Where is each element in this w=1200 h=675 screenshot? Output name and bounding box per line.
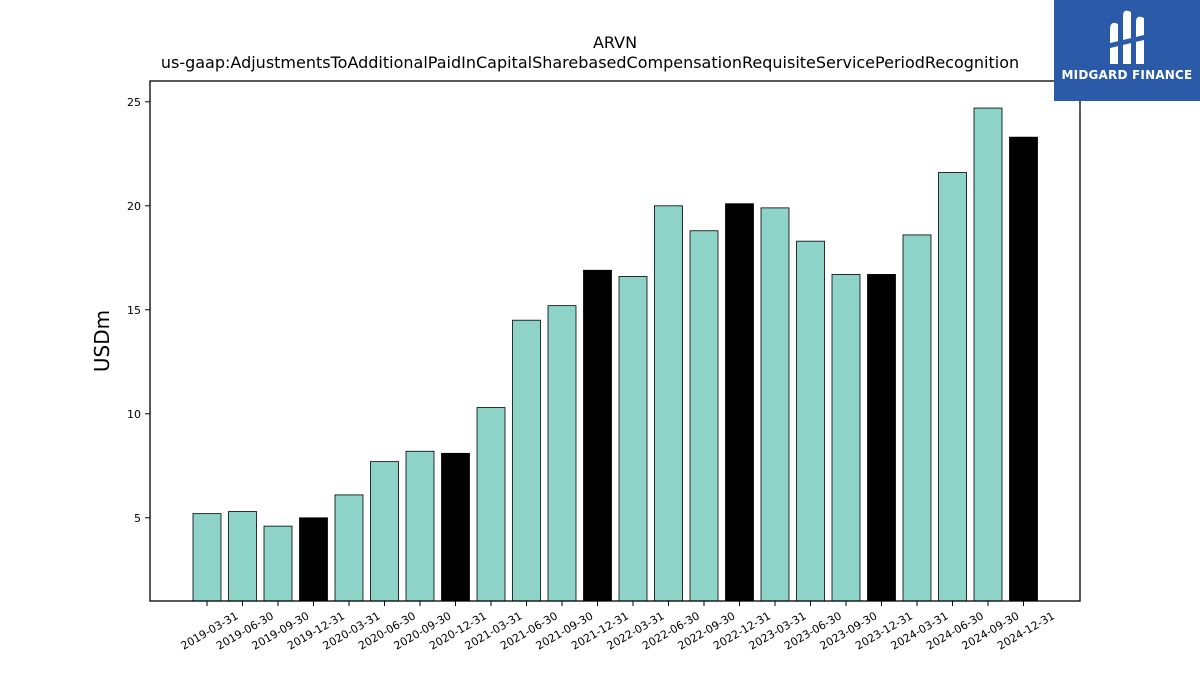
bar [760, 207, 790, 602]
bar [1009, 136, 1038, 602]
bar [938, 172, 967, 602]
bar [902, 234, 932, 602]
y-axis-label: USDm [90, 310, 114, 372]
bar-group [192, 107, 1038, 602]
bar [796, 240, 825, 602]
bar [405, 450, 435, 602]
bar [299, 517, 328, 602]
x-axis: 2019-03-312019-06-302019-09-302019-12-31… [179, 601, 1057, 653]
chart-subtitle: us-gaap:AdjustmentsToAdditionalPaidInCap… [161, 53, 1019, 72]
bar [654, 205, 683, 602]
bar [689, 230, 719, 602]
bar [547, 305, 577, 602]
y-tick-label: 20 [127, 200, 141, 213]
y-axis: 5 10 15 20 25 [127, 96, 150, 525]
bar [441, 452, 470, 602]
bar [831, 274, 861, 602]
y-tick-label: 5 [134, 512, 141, 525]
bar [618, 276, 648, 602]
y-tick-label: 15 [127, 304, 141, 317]
bar [228, 511, 257, 602]
bar [476, 407, 506, 602]
bar [973, 107, 1003, 602]
plot-frame [149, 80, 1081, 602]
y-tick-label: 10 [127, 408, 141, 421]
bar [583, 269, 612, 602]
bar [192, 513, 222, 602]
bar [867, 274, 896, 602]
midgard-logo-icon [1106, 10, 1148, 65]
logo-text: MIDGARD FINANCE [1061, 68, 1193, 82]
chart-title: ARVN [593, 33, 637, 52]
y-tick-label: 25 [127, 96, 141, 109]
bar [512, 319, 541, 602]
bar [370, 461, 399, 602]
bar [263, 525, 293, 602]
bar [334, 494, 364, 602]
midgard-logo: MIDGARD FINANCE [1054, 0, 1200, 101]
bar [725, 203, 754, 602]
